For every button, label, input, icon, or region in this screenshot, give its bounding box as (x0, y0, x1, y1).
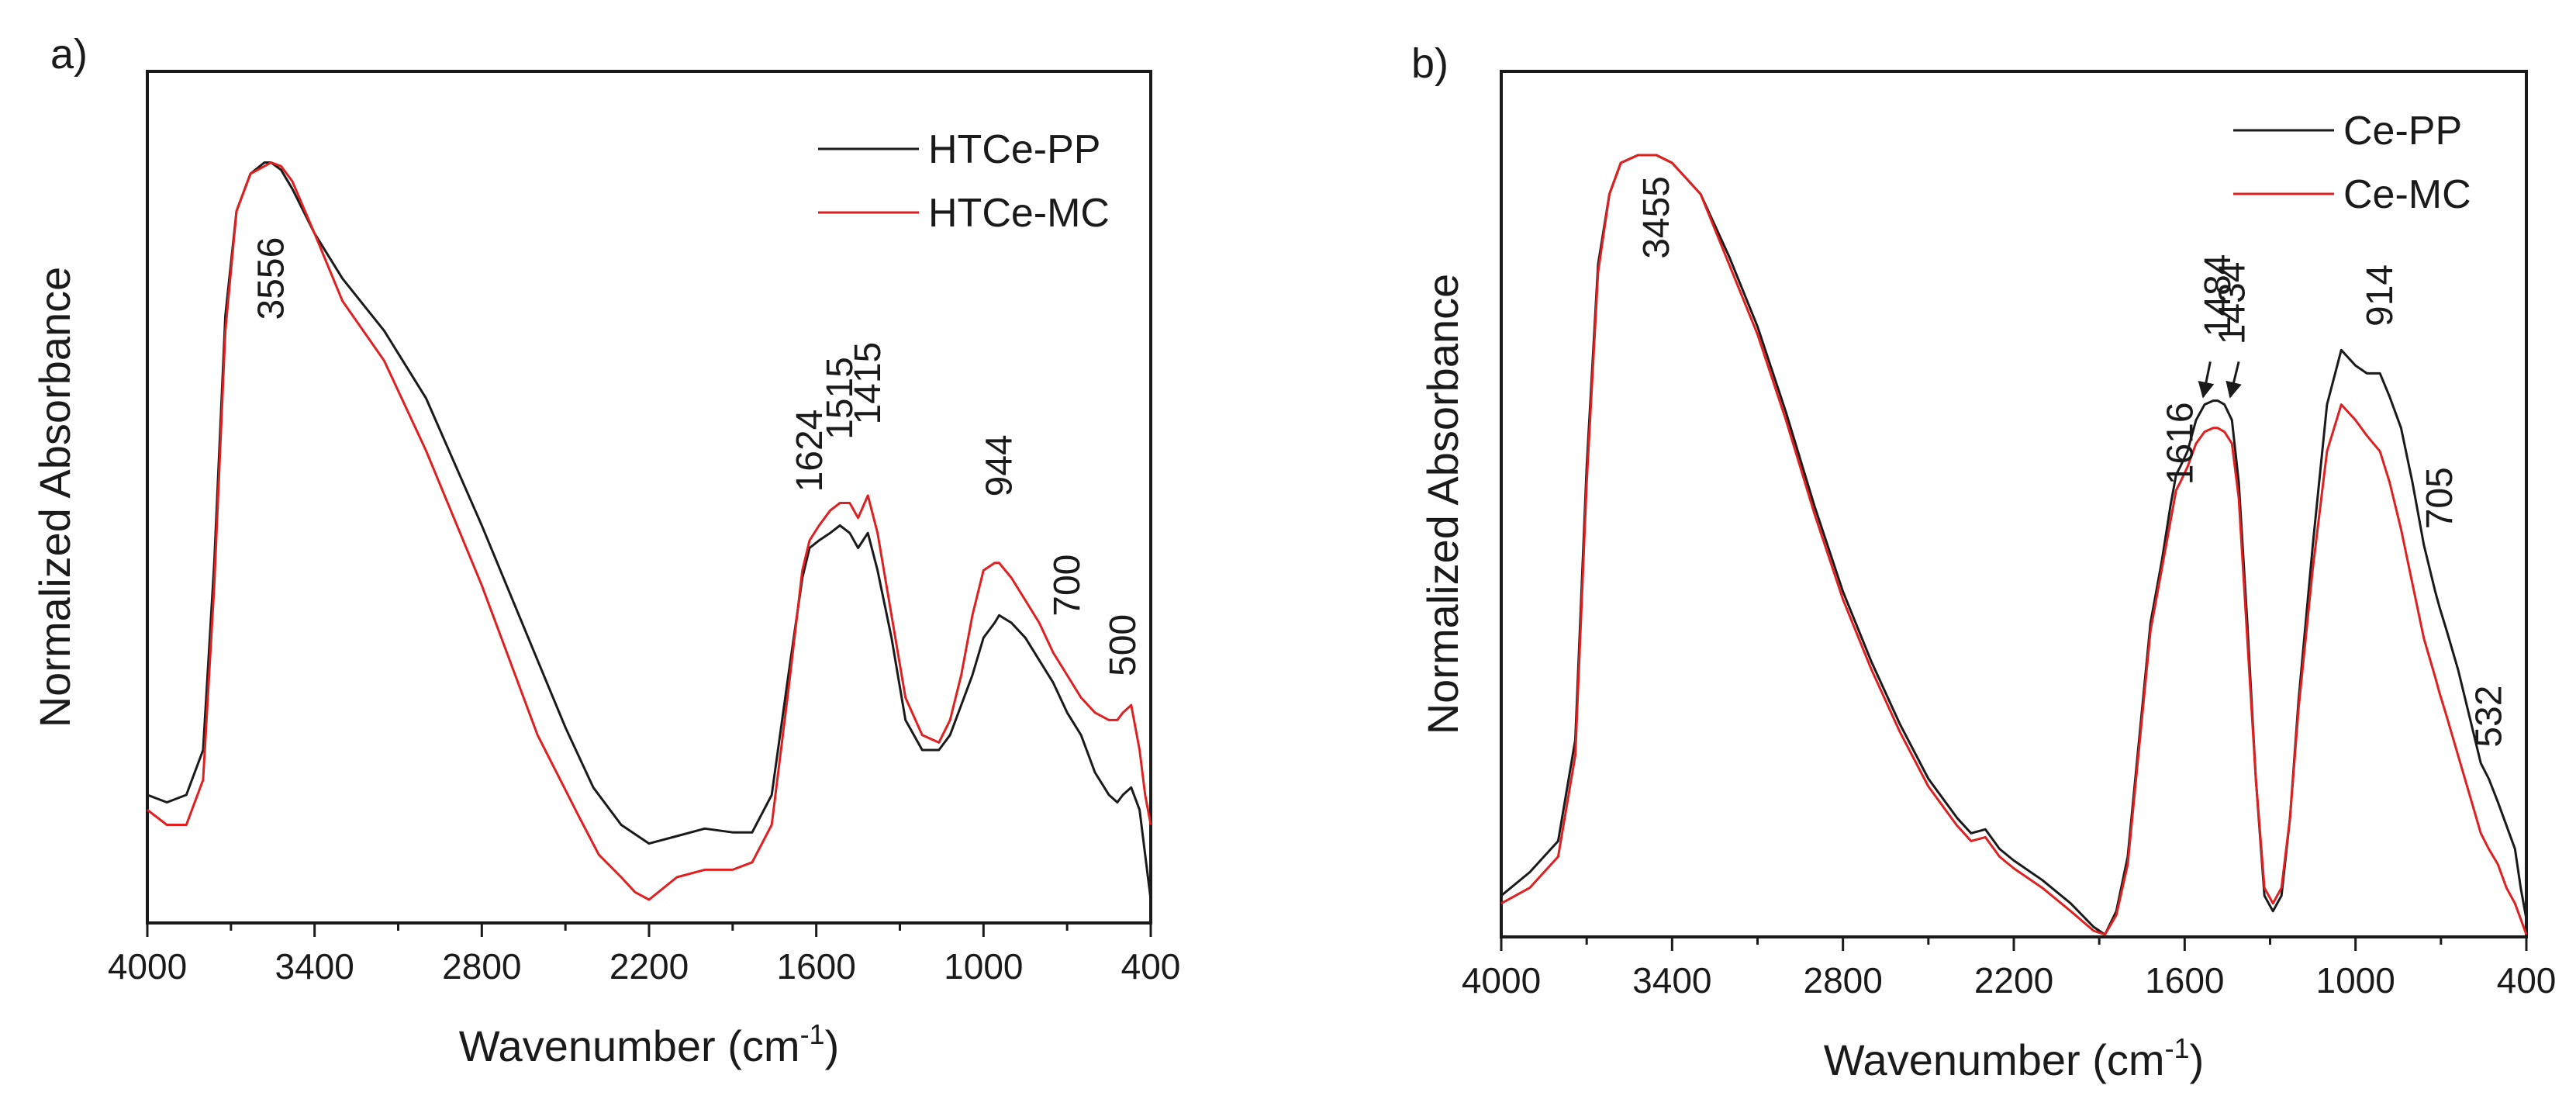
peak-annotation: 944 (979, 434, 1020, 496)
peak-annotation: 1434 (2212, 262, 2253, 345)
x-tick-label: 4000 (1462, 960, 1541, 1001)
annotation-arrow (2198, 361, 2215, 399)
x-axis-label-main: Wavenumber (cm (459, 1021, 800, 1070)
y-axis-label: Normalized Absorbance (1418, 274, 1467, 735)
panel-label: b) (1411, 40, 1449, 87)
peak-annotation: 532 (2469, 686, 2510, 748)
peak-annotation: 1415 (848, 342, 889, 425)
legend-label: Ce-PP (2343, 109, 2462, 154)
x-tick-label: 1600 (2145, 960, 2224, 1001)
series-line-htce-pp (147, 161, 1152, 900)
x-axis-label-superscript: -1 (800, 1018, 825, 1050)
x-tick-label: 4000 (108, 946, 187, 987)
series-line-htce-mc (147, 161, 1152, 901)
x-tick-label: 2200 (1974, 960, 2053, 1001)
x-tick-label: 400 (2497, 960, 2557, 1001)
chart-panel-2: b) 4000 3400 2800 2200 1600 1000 400 Wavenumber … (1411, 40, 2556, 1084)
x-tick-label: 2800 (1803, 960, 1882, 1001)
x-tick-label: 1000 (944, 946, 1023, 987)
peak-annotation: 705 (2419, 467, 2460, 529)
x-tick-label: 3400 (275, 946, 354, 987)
peak-annotation: 1515 (820, 357, 861, 440)
x-axis-label-main: Wavenumber (cm (1824, 1035, 2165, 1084)
peak-annotation: 3455 (1636, 176, 1677, 259)
peak-annotation: 914 (2360, 264, 2401, 327)
legend-label: Ce-MC (2343, 172, 2471, 217)
annotation-arrow (2226, 361, 2242, 399)
x-tick-label: 3400 (1632, 960, 1711, 1001)
chart-panel-1: a) 4000 3400 2800 2200 1600 1000 400 Wavenumber … (30, 31, 1181, 1070)
peak-annotation: 1616 (2160, 402, 2201, 485)
y-axis-label: Normalized Absorbance (30, 267, 79, 728)
x-axis-label: Wavenumber (cm-1) (1824, 1032, 2204, 1084)
peak-annotation: 700 (1047, 555, 1088, 617)
x-tick-label: 2800 (442, 946, 521, 987)
legend-label: HTCe-PP (928, 127, 1100, 172)
series-line-ce-mc (1500, 154, 2528, 936)
legend-label: HTCe-MC (928, 191, 1110, 236)
x-tick-label: 1600 (776, 946, 855, 987)
peak-annotation: 500 (1103, 614, 1144, 676)
peak-annotation: 1624 (789, 410, 830, 493)
x-axis-label: Wavenumber (cm-1) (459, 1018, 839, 1070)
x-tick-label: 2200 (609, 946, 689, 987)
panel-label: a) (50, 31, 88, 78)
x-tick-label: 1000 (2315, 960, 2395, 1001)
x-axis-label-superscript: -1 (2165, 1032, 2190, 1064)
series-line-ce-pp (1500, 154, 2528, 936)
x-tick-label: 400 (1121, 946, 1181, 987)
peak-annotation: 1484 (2198, 254, 2239, 337)
peak-annotation: 3556 (251, 237, 292, 320)
x-axis-label-end: ) (825, 1021, 840, 1070)
x-axis-label-end: ) (2190, 1035, 2205, 1084)
